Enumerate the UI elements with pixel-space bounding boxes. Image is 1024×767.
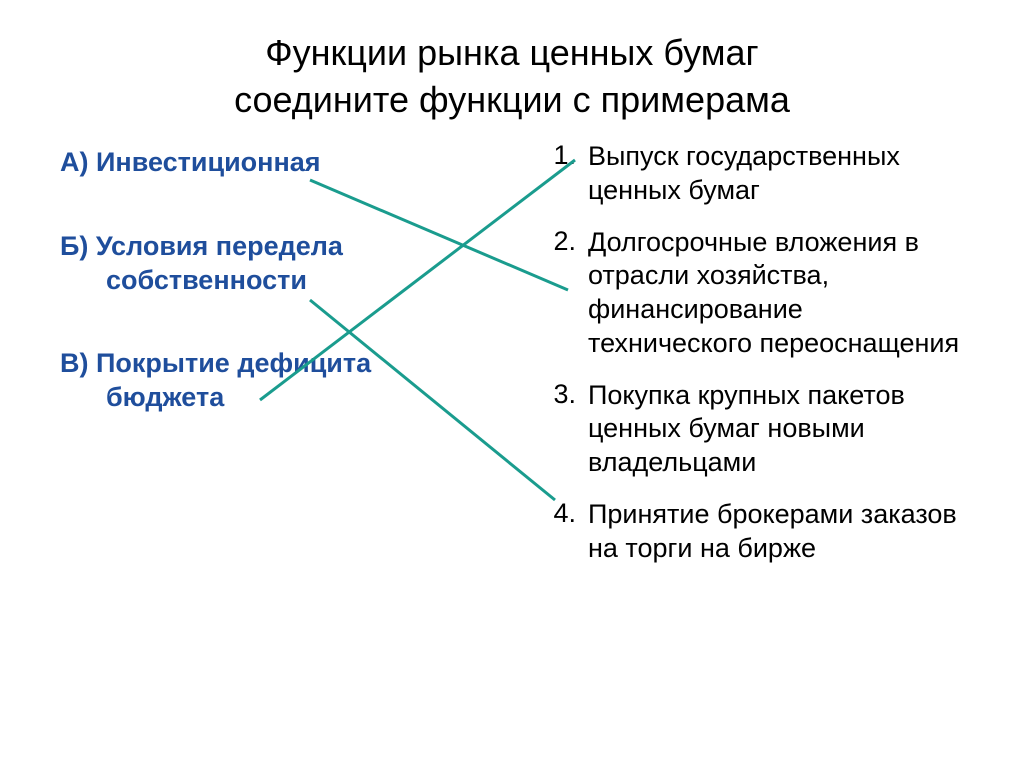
example-number: 1. [540, 140, 588, 171]
example-text: Принятие брокерами заказов на торги на б… [588, 498, 970, 566]
example-item-2: 2. Долгосрочные вложения в отрасли хозяй… [540, 226, 970, 361]
example-text: Долгосрочные вложения в отрасли хозяйств… [588, 226, 970, 361]
title-line-2: соедините функции с примерама [0, 77, 1024, 124]
example-item-3: 3. Покупка крупных пакетов ценных бумаг … [540, 379, 970, 480]
function-text: Условия передела собственности [96, 231, 343, 295]
function-item-b: Б) Условия передела собственности [60, 230, 490, 298]
function-letter: В) [60, 348, 89, 378]
example-number: 4. [540, 498, 588, 529]
example-number: 3. [540, 379, 588, 410]
function-letter: Б) [60, 231, 88, 261]
example-number: 2. [540, 226, 588, 257]
example-item-4: 4. Принятие брокерами заказов на торги н… [540, 498, 970, 566]
example-text: Покупка крупных пакетов ценных бумаг нов… [588, 379, 970, 480]
slide-title: Функции рынка ценных бумаг соедините фун… [0, 0, 1024, 124]
example-item-1: 1. Выпуск государственных ценных бумаг [540, 140, 970, 208]
function-letter: А) [60, 147, 89, 177]
function-item-a: А) Инвестиционная [60, 146, 490, 180]
content-area: А) Инвестиционная Б) Условия передела со… [0, 140, 1024, 767]
function-text: Покрытие дефицита бюджета [96, 348, 371, 412]
example-text: Выпуск государственных ценных бумаг [588, 140, 970, 208]
examples-column: 1. Выпуск государственных ценных бумаг 2… [540, 140, 970, 583]
function-text: Инвестиционная [96, 147, 321, 177]
title-line-1: Функции рынка ценных бумаг [0, 30, 1024, 77]
functions-column: А) Инвестиционная Б) Условия передела со… [60, 140, 490, 461]
function-item-v: В) Покрытие дефицита бюджета [60, 347, 490, 415]
